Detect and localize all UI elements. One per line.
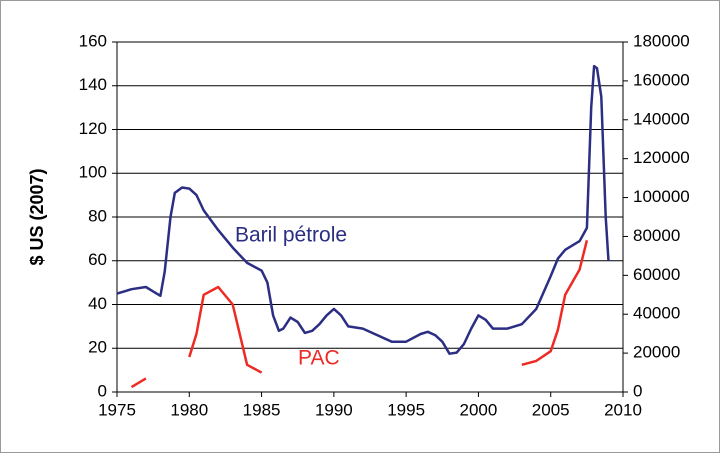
x-tick-label: 1975 [98, 400, 136, 419]
series-label: PAC [298, 347, 340, 370]
x-tick-label: 1990 [315, 400, 353, 419]
y2-tick-label: 20000 [633, 343, 680, 362]
y2-tick-label: 180000 [633, 31, 690, 50]
y-tick-label: 120 [79, 119, 107, 138]
y2-tick-label: 140000 [633, 109, 690, 128]
y-tick-label: 0 [98, 381, 107, 400]
x-tick-label: 1980 [170, 400, 208, 419]
series-label: Baril pétrole [235, 224, 347, 247]
y2-tick-label: 0 [633, 381, 642, 400]
series-line [132, 100, 595, 387]
y-tick-label: 60 [88, 250, 107, 269]
x-tick-label: 1995 [387, 400, 425, 419]
x-tick-label: 1985 [243, 400, 281, 419]
series-line [116, 64, 610, 355]
y2-tick-label: 160000 [633, 70, 690, 89]
y-tick-label: 20 [88, 338, 107, 357]
y-tick-label: 40 [88, 294, 107, 313]
y-tick-label: 100 [79, 163, 107, 182]
x-tick-label: 2000 [460, 400, 498, 419]
y2-tick-label: 80000 [633, 226, 680, 245]
x-tick-label: 2005 [532, 400, 570, 419]
y-tick-label: 160 [79, 31, 107, 50]
y-axis-label: $ US (2007) [27, 168, 47, 265]
x-tick-label: 2010 [604, 400, 642, 419]
y2-tick-label: 100000 [633, 187, 690, 206]
y-tick-label: 140 [79, 75, 107, 94]
y-tick-label: 80 [88, 206, 107, 225]
y2-tick-label: 120000 [633, 148, 690, 167]
y2-tick-label: 40000 [633, 304, 680, 323]
y2-tick-label: 60000 [633, 265, 680, 284]
